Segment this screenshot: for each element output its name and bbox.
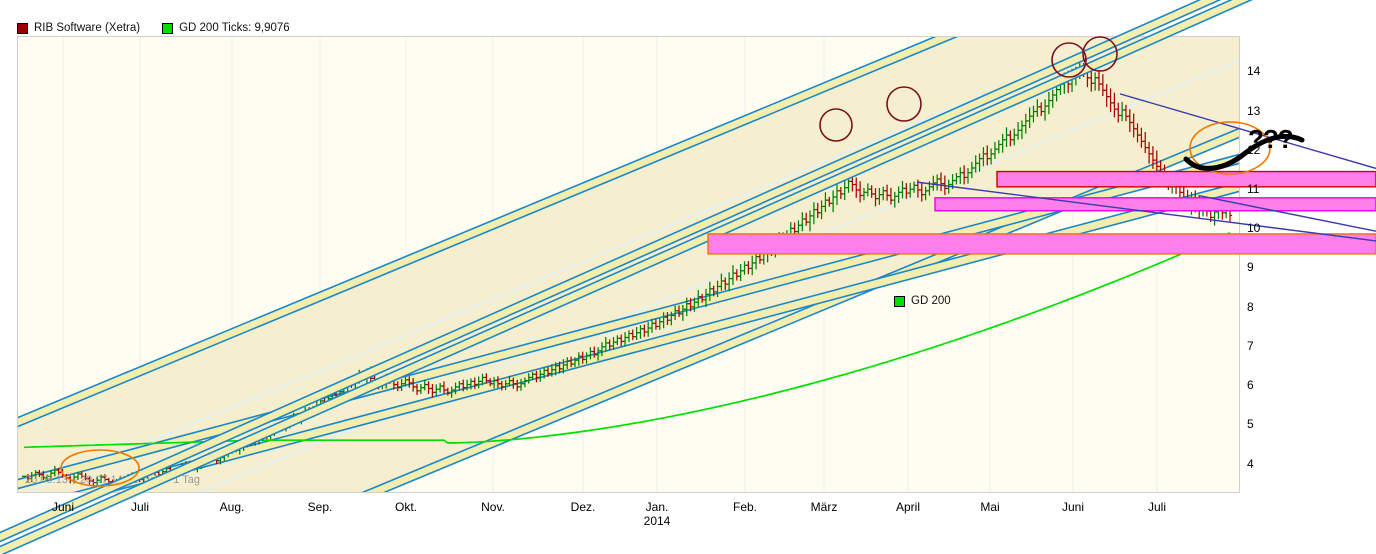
x-axis-tick-label: Juni (51, 500, 75, 514)
gd200-color-swatch-icon (162, 22, 174, 34)
y-axis-tick-label: 10 (1247, 221, 1261, 236)
chart-plot-area[interactable]: 20.05.13 – 29.07.14 1 Tick = 1 Tag GD 20… (17, 36, 1240, 493)
x-axis-tick-label: Feb. (732, 500, 758, 514)
y-axis-tick-label: 7 (1247, 338, 1254, 353)
x-axis-tick-label: Okt. (394, 500, 418, 514)
x-axis-tick-label: Juni (1061, 500, 1085, 514)
chart-range-note: 20.05.13 – 29.07.14 1 Tick = 1 Tag (25, 474, 201, 486)
gd200-inline-swatch-icon (894, 295, 905, 307)
legend-item-instrument[interactable]: RIB Software (Xetra) (17, 22, 140, 34)
inline-legend-gd200: GD 200 (894, 295, 951, 307)
x-axis-tick-label: Jan. 2014 (643, 500, 671, 528)
y-axis-tick-label: 9 (1247, 260, 1254, 275)
x-axis-tick-label: Aug. (219, 500, 245, 514)
legend-label-instrument: RIB Software (Xetra) (34, 22, 141, 34)
chart-legend: RIB Software (Xetra) GD 200 Ticks: 9,907… (17, 20, 312, 36)
instrument-color-swatch-icon (17, 22, 28, 34)
x-axis-tick-label: Sep. (307, 500, 333, 514)
x-axis-tick-label: März (810, 500, 838, 514)
x-axis-tick-label: Dez. (570, 500, 596, 514)
inline-legend-gd200-label: GD 200 (911, 295, 951, 307)
y-axis-tick-label: 14 (1247, 64, 1261, 79)
y-axis-tick-label: 11 (1247, 181, 1260, 196)
y-axis-tick-label: 4 (1247, 456, 1254, 471)
x-axis-tick-label: April (895, 500, 921, 514)
x-axis-tick-year: 2014 (643, 514, 671, 528)
y-axis-tick-label: 13 (1247, 103, 1261, 118)
legend-label-gd200: GD 200 Ticks: 9,9076 (179, 22, 290, 34)
x-axis-tick-label: Juli (1147, 500, 1167, 514)
x-axis-tick-label: Mai (980, 500, 1000, 514)
uncertainty-marker: ??? (1248, 124, 1294, 154)
y-axis-tick-label: 6 (1247, 378, 1254, 393)
legend-item-gd200[interactable]: GD 200 Ticks: 9,9076 (162, 22, 290, 34)
y-axis-tick-label: 12 (1247, 142, 1261, 157)
y-axis-tick-label: 8 (1247, 299, 1254, 314)
x-axis-tick-label: Juli (130, 500, 150, 514)
y-axis-tick-label: 5 (1247, 417, 1254, 432)
x-axis-tick-label: Nov. (481, 500, 505, 514)
chart-canvas (18, 37, 1239, 492)
